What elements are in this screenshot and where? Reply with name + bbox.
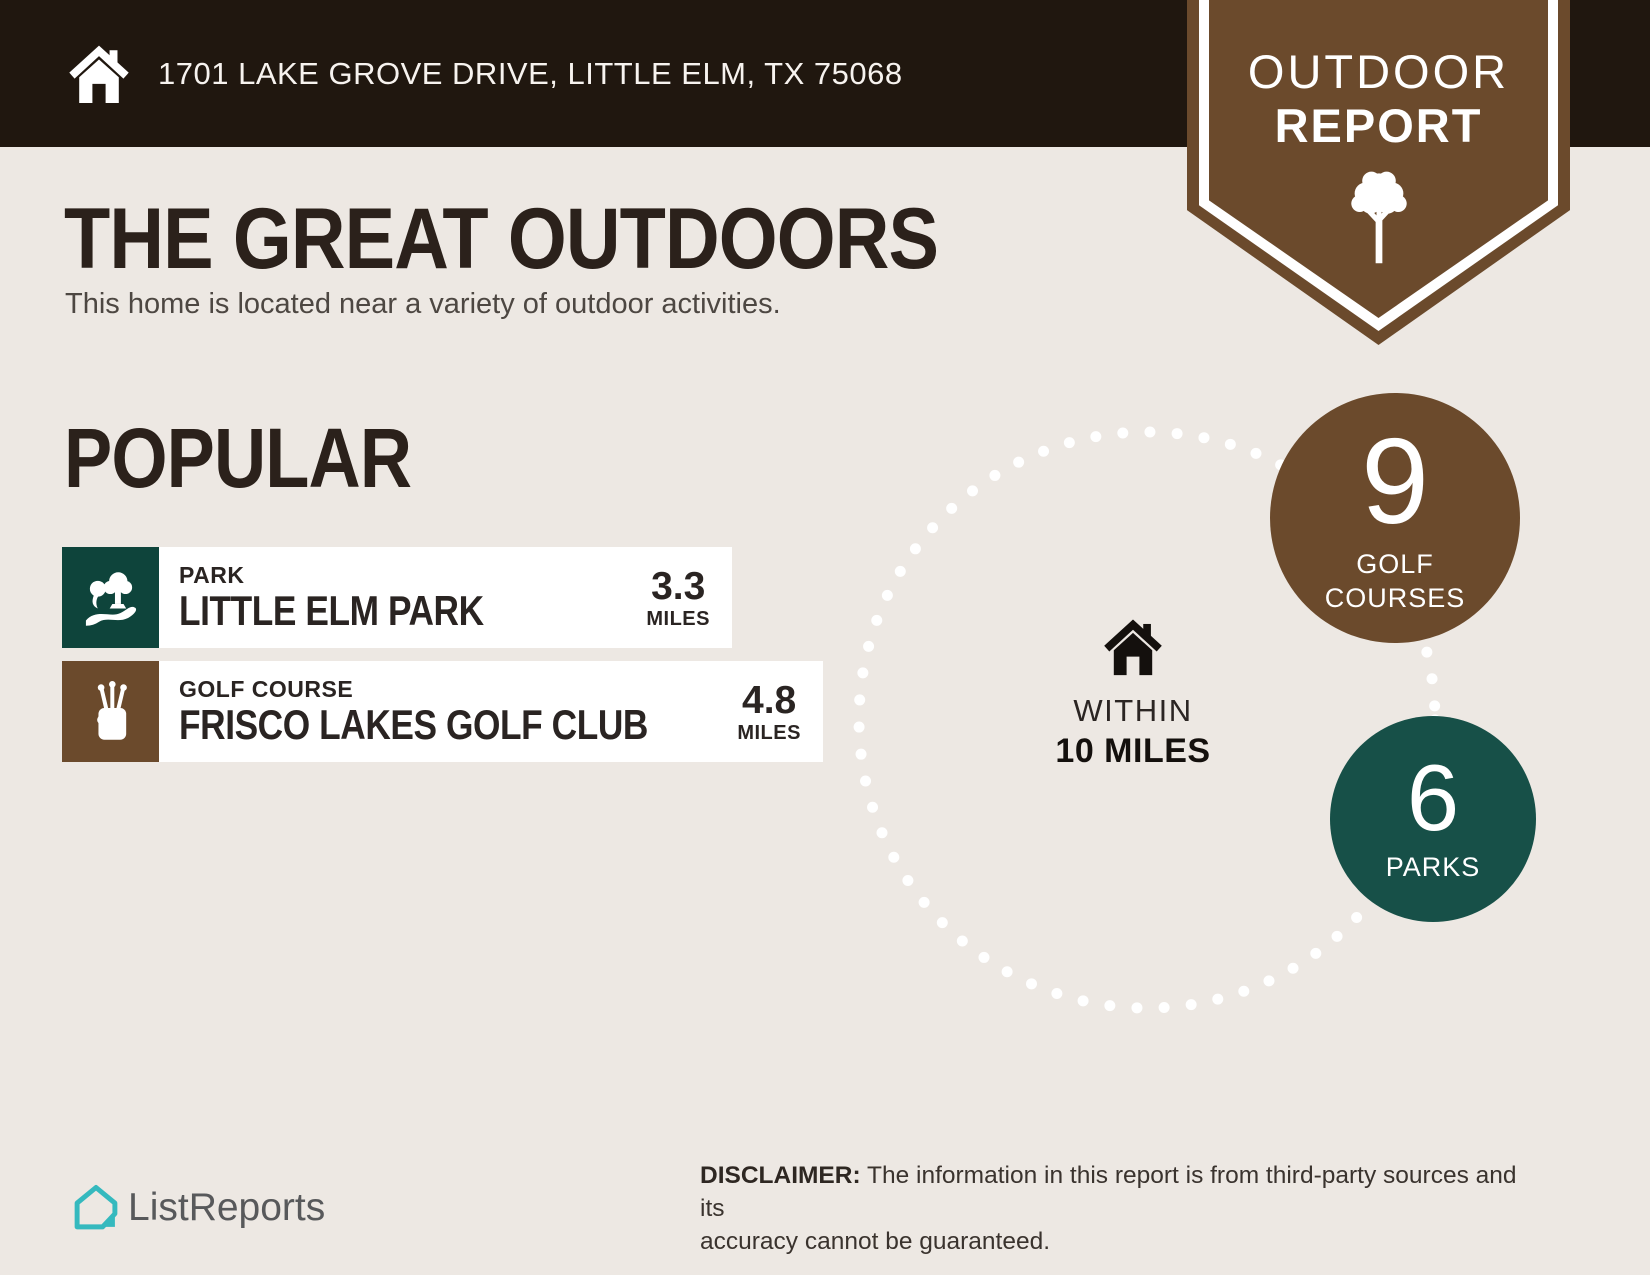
golf-course-name: FRISCO LAKES GOLF CLUB	[179, 700, 648, 748]
golf-courses-label: GOLF COURSES	[1324, 549, 1466, 613]
park-card-body: PARK LITTLE ELM PARK 3.3 MILES	[159, 547, 732, 648]
home-icon	[69, 45, 129, 104]
within-label: WITHIN	[1073, 693, 1193, 728]
brand-name: ListReports	[128, 1186, 326, 1229]
park-distance-unit: MILES	[646, 607, 710, 630]
park-icon	[85, 571, 136, 626]
popular-heading: POPULAR	[64, 411, 412, 505]
golf-bag-icon	[96, 680, 127, 740]
park-icon-box	[62, 547, 159, 648]
popular-list: PARK LITTLE ELM PARK 3.3 MILES	[62, 547, 823, 762]
page-title: THE GREAT OUTDOORS	[64, 191, 939, 287]
park-distance-value: 3.3	[651, 564, 706, 608]
disclaimer-text: DISCLAIMER: The information in this repo…	[700, 1160, 1540, 1258]
radius-center: WITHIN 10 MILES	[1033, 616, 1233, 768]
disclaimer-label: DISCLAIMER:	[700, 1162, 861, 1189]
park-category-label: PARK	[179, 561, 245, 588]
list-item-golf-course: GOLF COURSE FRISCO LAKES GOLF CLUB 4.8 M…	[62, 661, 823, 762]
parks-label: PARKS	[1385, 851, 1481, 882]
property-address: 1701 LAKE GROVE DRIVE, LITTLE ELM, TX 75…	[158, 55, 903, 91]
golf-icon-box	[62, 661, 159, 762]
home-icon-center	[1104, 619, 1162, 676]
outdoor-report-ribbon: OUTDOOR REPORT	[1187, 0, 1570, 345]
golf-distance-value: 4.8	[742, 678, 797, 722]
park-name: LITTLE ELM PARK	[179, 586, 484, 634]
golf-distance-unit: MILES	[737, 721, 801, 744]
ribbon-title-line2: REPORT	[1274, 99, 1483, 152]
list-item-park: PARK LITTLE ELM PARK 3.3 MILES	[62, 547, 732, 648]
page-subtitle: This home is located near a variety of o…	[65, 288, 781, 320]
golf-category-label: GOLF COURSE	[179, 675, 354, 702]
disclaimer-line1: The information in this report is from t…	[700, 1162, 1517, 1222]
parks-count: 6	[1406, 745, 1460, 851]
disclaimer-line2: accuracy cannot be guaranteed.	[700, 1227, 1051, 1255]
radius-distance-label: 10 MILES	[1055, 732, 1211, 770]
ribbon-title-line1: OUTDOOR	[1247, 45, 1510, 98]
listreports-logo-icon	[74, 1185, 118, 1230]
parks-stat-circle: 6 PARKS	[1330, 716, 1536, 922]
tree-icon	[1350, 171, 1407, 264]
golf-courses-stat-circle: 9 GOLF COURSES	[1270, 393, 1520, 643]
golf-courses-count: 9	[1361, 413, 1429, 550]
golf-card-body: GOLF COURSE FRISCO LAKES GOLF CLUB 4.8 M…	[159, 661, 823, 762]
